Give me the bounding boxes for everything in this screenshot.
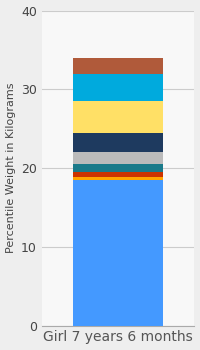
Bar [73, 152, 163, 164]
Y-axis label: Percentile Weight in Kilograms: Percentile Weight in Kilograms [6, 83, 16, 253]
Bar [73, 74, 163, 101]
Bar [73, 172, 163, 177]
Bar [73, 180, 163, 326]
Bar [73, 101, 163, 133]
Bar [73, 133, 163, 152]
Bar [73, 58, 163, 74]
Bar [73, 177, 163, 180]
Bar [73, 164, 163, 172]
